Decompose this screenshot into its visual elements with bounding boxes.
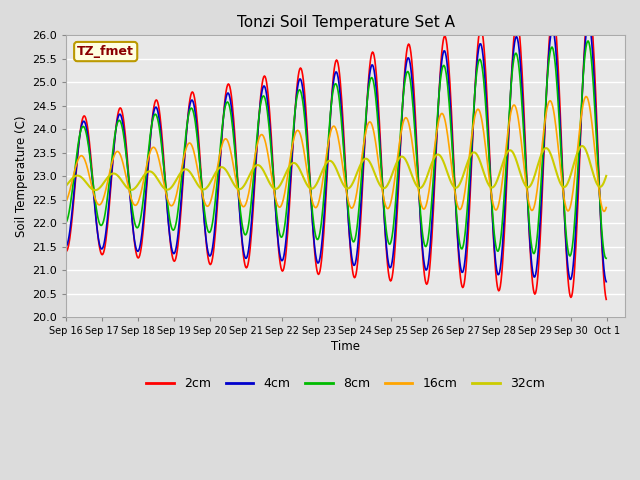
4cm bbox=[127, 210, 135, 216]
4cm bbox=[417, 231, 425, 237]
4cm bbox=[211, 225, 219, 231]
2cm bbox=[72, 173, 79, 179]
32cm bbox=[212, 170, 220, 176]
4cm bbox=[72, 169, 79, 175]
Line: 8cm: 8cm bbox=[66, 41, 606, 258]
Line: 32cm: 32cm bbox=[66, 146, 606, 190]
Line: 2cm: 2cm bbox=[66, 4, 606, 300]
Text: TZ_fmet: TZ_fmet bbox=[77, 45, 134, 58]
8cm bbox=[584, 38, 592, 44]
X-axis label: Time: Time bbox=[331, 340, 360, 353]
4cm bbox=[62, 244, 70, 250]
2cm bbox=[127, 207, 135, 213]
32cm bbox=[602, 173, 610, 179]
8cm bbox=[211, 202, 219, 208]
32cm bbox=[62, 183, 70, 189]
Title: Tonzi Soil Temperature Set A: Tonzi Soil Temperature Set A bbox=[237, 15, 454, 30]
32cm bbox=[183, 167, 191, 172]
8cm bbox=[417, 220, 425, 226]
16cm bbox=[402, 115, 410, 120]
32cm bbox=[419, 184, 426, 190]
4cm bbox=[402, 66, 410, 72]
4cm bbox=[182, 132, 190, 137]
2cm bbox=[402, 58, 410, 63]
16cm bbox=[602, 204, 610, 210]
16cm bbox=[62, 199, 70, 204]
32cm bbox=[579, 143, 586, 149]
2cm bbox=[417, 233, 425, 239]
32cm bbox=[403, 158, 410, 164]
8cm bbox=[72, 158, 79, 164]
32cm bbox=[92, 187, 99, 193]
8cm bbox=[602, 255, 610, 261]
2cm bbox=[62, 249, 70, 254]
Legend: 2cm, 4cm, 8cm, 16cm, 32cm: 2cm, 4cm, 8cm, 16cm, 32cm bbox=[141, 372, 550, 396]
4cm bbox=[584, 20, 592, 25]
16cm bbox=[127, 196, 135, 202]
2cm bbox=[585, 1, 593, 7]
16cm bbox=[582, 94, 590, 99]
2cm bbox=[182, 132, 190, 138]
16cm bbox=[72, 163, 79, 169]
Y-axis label: Soil Temperature (C): Soil Temperature (C) bbox=[15, 116, 28, 237]
8cm bbox=[402, 74, 410, 80]
4cm bbox=[602, 279, 610, 285]
32cm bbox=[72, 173, 79, 179]
16cm bbox=[417, 202, 425, 208]
16cm bbox=[600, 208, 608, 214]
16cm bbox=[182, 145, 190, 151]
8cm bbox=[127, 200, 135, 205]
2cm bbox=[602, 297, 610, 302]
16cm bbox=[211, 180, 219, 185]
8cm bbox=[62, 219, 70, 225]
Line: 16cm: 16cm bbox=[66, 96, 606, 211]
Line: 4cm: 4cm bbox=[66, 23, 606, 282]
32cm bbox=[129, 187, 136, 192]
8cm bbox=[182, 128, 190, 133]
2cm bbox=[211, 236, 219, 242]
